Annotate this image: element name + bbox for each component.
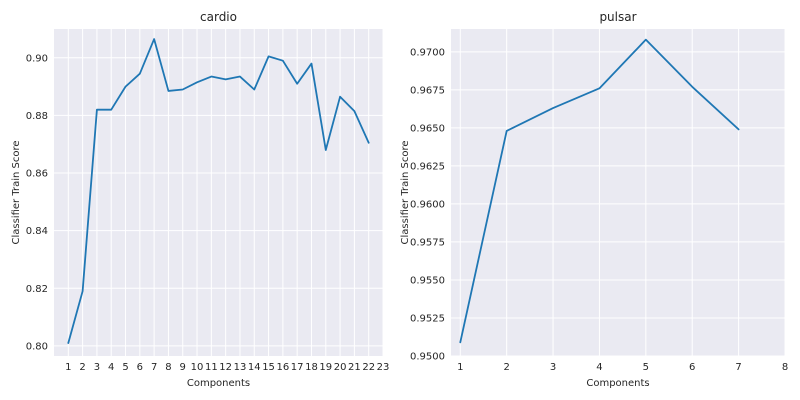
- series: [67, 38, 370, 344]
- y-tick-label: 0.80: [26, 341, 48, 352]
- x-tick-label: 9: [180, 362, 186, 373]
- y-axis-label: Classifier Train Score: [400, 140, 411, 244]
- y-axis-label: Classifier Train Score: [11, 140, 22, 244]
- chart-title: cardio: [200, 10, 237, 24]
- plot-area: [54, 29, 383, 356]
- chart-cardio: 1 2 3 4 5 6 7 8 9 10 11 12 13 14 15 16 17 18 19 20 21 22 230.8…: [11, 10, 389, 389]
- y-tick-label: 0.9550: [410, 275, 445, 286]
- x-axis-label: Components: [586, 378, 649, 389]
- series: [459, 38, 740, 344]
- chart-pulsar: 1 2 3 4 5 6 7 8 0.9500 0.9525 0.9550 0.9575 0.9600 0.…: [400, 10, 788, 389]
- x-tick-label: 3: [550, 362, 556, 373]
- x-tick-label: 15: [262, 362, 275, 373]
- x-tick-label: 20: [334, 362, 347, 373]
- series-line: [67, 38, 370, 344]
- ticks: 1 2 3 4 5 6 7 8 9 10 11 12 13 14 15 16 17 18 19 20 21 22 230.8…: [26, 53, 390, 373]
- x-tick-label: 16: [277, 362, 290, 373]
- x-tick-label: 5: [122, 362, 128, 373]
- chart-title: pulsar: [599, 10, 636, 24]
- y-tick-label: 0.9575: [410, 237, 445, 248]
- x-tick-label: 18: [305, 362, 318, 373]
- x-tick-label: 3: [94, 362, 100, 373]
- grid: [451, 29, 786, 357]
- x-tick-label: 8: [165, 362, 171, 373]
- y-tick-label: 0.90: [26, 53, 48, 64]
- y-tick-label: 0.9625: [410, 161, 445, 172]
- x-tick-label: 6: [689, 362, 695, 373]
- x-tick-label: 10: [191, 362, 204, 373]
- y-tick-label: 0.9700: [410, 47, 445, 58]
- y-tick-label: 0.9500: [410, 352, 445, 363]
- x-tick-label: 2: [79, 362, 85, 373]
- x-axis-label: Components: [187, 378, 250, 389]
- x-tick-label: 6: [137, 362, 143, 373]
- y-tick-label: 0.9650: [410, 123, 445, 134]
- x-tick-label: 5: [643, 362, 649, 373]
- y-tick-label: 0.88: [26, 111, 48, 122]
- x-tick-label: 8: [782, 362, 788, 373]
- grid: [54, 29, 384, 356]
- x-tick-label: 7: [151, 362, 157, 373]
- y-tick-label: 0.84: [26, 226, 48, 237]
- x-tick-label: 12: [219, 362, 232, 373]
- y-tick-label: 0.9675: [410, 85, 445, 96]
- ticks: 1 2 3 4 5 6 7 8 0.9500 0.9525 0.9550 0.9575 0.9600 0.…: [410, 47, 788, 373]
- x-tick-label: 21: [348, 362, 361, 373]
- x-tick-label: 4: [596, 362, 602, 373]
- plot-area: [451, 29, 785, 356]
- x-tick-label: 2: [503, 362, 509, 373]
- x-tick-label: 23: [377, 362, 390, 373]
- y-tick-label: 0.86: [26, 169, 48, 180]
- series-line: [459, 38, 740, 344]
- x-tick-label: 14: [248, 362, 261, 373]
- x-tick-label: 11: [205, 362, 218, 373]
- x-tick-label: 19: [319, 362, 332, 373]
- x-tick-label: 4: [108, 362, 114, 373]
- x-tick-label: 7: [735, 362, 741, 373]
- y-tick-label: 0.9600: [410, 199, 445, 210]
- x-tick-label: 22: [362, 362, 375, 373]
- x-tick-label: 1: [65, 362, 71, 373]
- y-tick-label: 0.9525: [410, 313, 445, 324]
- y-tick-label: 0.82: [26, 284, 48, 295]
- x-tick-label: 13: [234, 362, 247, 373]
- x-tick-label: 1: [457, 362, 463, 373]
- x-tick-label: 17: [291, 362, 304, 373]
